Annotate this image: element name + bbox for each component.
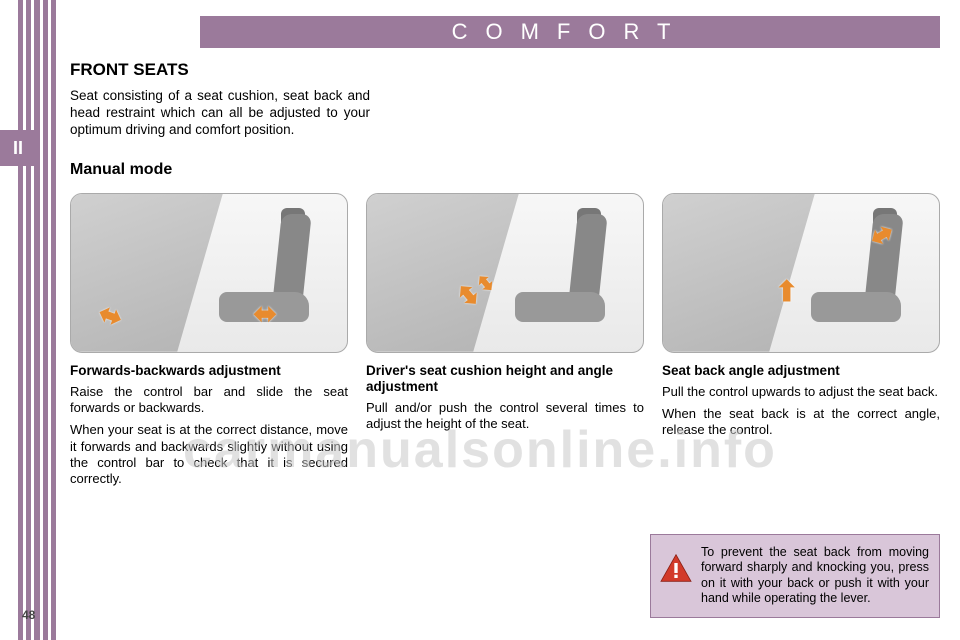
illustration-forwards-backwards: ⬌ ⬌	[70, 193, 348, 353]
arrow-icon: ⬌	[254, 297, 277, 330]
column-1: ⬌ ⬌ Forwards-backwards adjustment Raise …	[70, 193, 348, 494]
header-title: COMFORT	[452, 19, 689, 45]
illustration-seat-back-angle: ⬌ ⬆	[662, 193, 940, 353]
column-2: ⬍ ⬍ Driver's seat cushion height and ang…	[366, 193, 644, 494]
warning-text: To prevent the seat back from moving for…	[701, 545, 929, 606]
col1-p1: Raise the control bar and slide the seat…	[70, 384, 348, 417]
col3-title: Seat back angle adjustment	[662, 363, 940, 379]
warning-box: To prevent the seat back from moving for…	[650, 534, 940, 619]
col3-p1: Pull the control upwards to adjust the s…	[662, 384, 940, 400]
col2-title: Driver's seat cushion height and angle a…	[366, 363, 644, 395]
arrow-icon: ⬆	[775, 275, 798, 308]
left-stripes	[18, 0, 56, 640]
col1-title: Forwards-backwards adjustment	[70, 363, 348, 379]
columns-row: ⬌ ⬌ Forwards-backwards adjustment Raise …	[70, 193, 940, 494]
content-area: FRONT SEATS Seat consisting of a seat cu…	[70, 60, 940, 493]
warning-icon	[659, 553, 693, 583]
col3-p2: When the seat back is at the correct ang…	[662, 406, 940, 439]
chapter-tab: II	[0, 130, 36, 166]
col2-p1: Pull and/or push the control several tim…	[366, 400, 644, 433]
mode-heading: Manual mode	[70, 161, 940, 179]
page-number: 48	[22, 608, 35, 622]
illustration-height-angle: ⬍ ⬍	[366, 193, 644, 353]
col1-p2: When your seat is at the correct distanc…	[70, 422, 348, 487]
header-band: COMFORT	[200, 16, 940, 48]
intro-paragraph: Seat consisting of a seat cushion, seat …	[70, 88, 370, 139]
column-3: ⬌ ⬆ Seat back angle adjustment Pull the …	[662, 193, 940, 494]
section-title: FRONT SEATS	[70, 60, 940, 80]
